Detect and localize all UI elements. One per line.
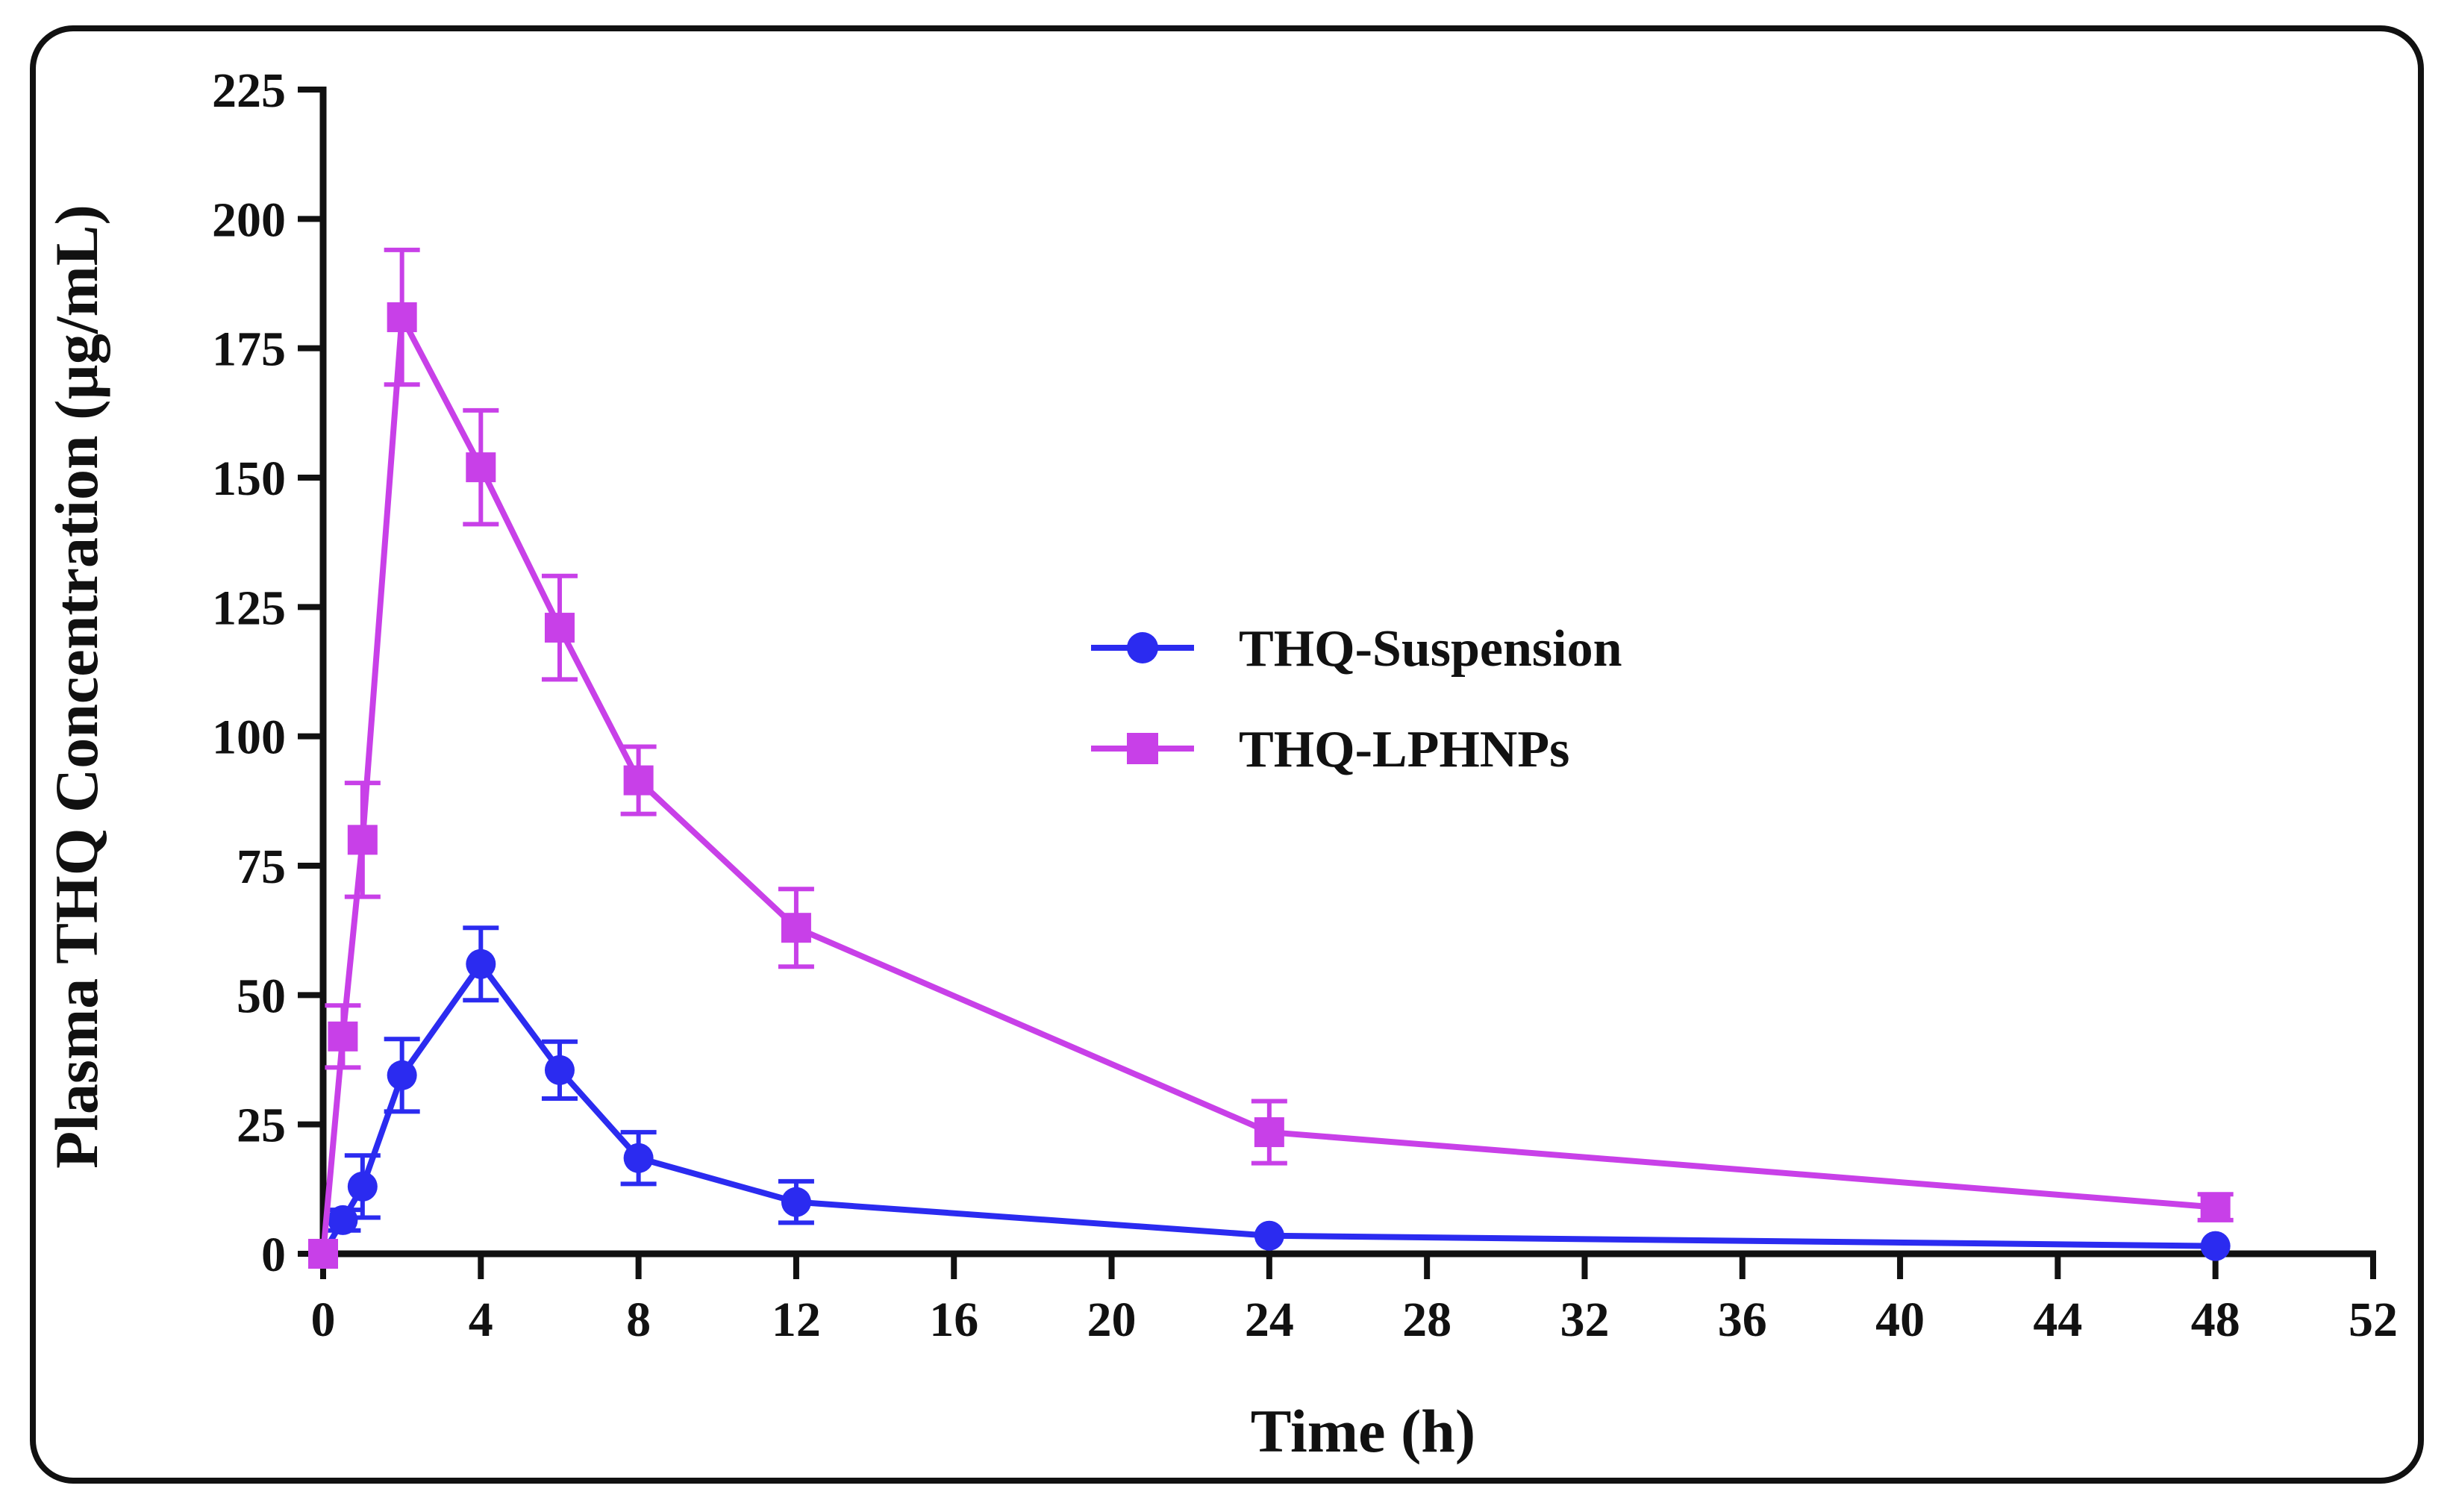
legend-item-lphnps: THQ-LPHNPs: [1091, 721, 1569, 778]
legend-marker-circle: [1127, 632, 1158, 663]
series-line-suspension: [320, 960, 2216, 1256]
legend-label: THQ-LPHNPs: [1239, 721, 1569, 778]
x-tick-label: 16: [929, 1293, 978, 1347]
data-point-lphnps: [466, 452, 496, 483]
y-tick-label: 150: [212, 452, 286, 506]
legend: THQ-Suspension THQ-LPHNPs: [1091, 620, 1622, 778]
y-ticks: 0 25 50 75 100 125 150 175 200 225: [212, 63, 323, 1282]
y-tick-label: 225: [212, 63, 286, 118]
data-point-suspension: [328, 1205, 358, 1235]
y-tick-label: 200: [212, 193, 286, 247]
data-point-suspension: [387, 1060, 417, 1090]
x-tick-label: 4: [469, 1293, 493, 1347]
data-point-lphnps: [544, 613, 575, 643]
y-tick-label: 25: [237, 1099, 286, 1153]
x-tick-label: 36: [1718, 1293, 1767, 1347]
series-suspension: [308, 925, 2231, 1269]
axes: [319, 87, 2376, 1258]
x-tick-label: 8: [626, 1293, 651, 1347]
data-point-suspension: [2200, 1231, 2231, 1261]
x-ticks: 0 4 8 12 16 20 24 28 32 36 40 44 48 52: [311, 1254, 2398, 1347]
plot-series: [308, 247, 2234, 1269]
y-tick-label: 50: [237, 969, 286, 1023]
data-point-suspension: [347, 1171, 378, 1202]
y-axis-title: Plasma THQ Concentration (µg/mL): [43, 204, 110, 1169]
data-point-lphnps: [328, 1021, 358, 1052]
x-tick-label: 48: [2191, 1293, 2240, 1347]
series-lphnps: [308, 247, 2234, 1269]
chart-frame: [30, 25, 2424, 1484]
data-point-suspension: [623, 1143, 654, 1173]
y-tick-label: 75: [237, 840, 286, 894]
data-point-lphnps: [308, 1239, 338, 1269]
y-tick-label: 100: [212, 710, 286, 765]
x-tick-label: 0: [311, 1293, 336, 1347]
x-tick-label: 28: [1402, 1293, 1451, 1347]
data-point-lphnps: [2200, 1192, 2231, 1222]
legend-item-suspension: THQ-Suspension: [1091, 620, 1622, 678]
y-tick-label: 0: [261, 1228, 286, 1282]
data-point-suspension: [466, 949, 496, 979]
data-point-suspension: [544, 1055, 575, 1085]
x-tick-label: 32: [1560, 1293, 1609, 1347]
data-point-lphnps: [781, 913, 811, 943]
data-point-suspension: [781, 1187, 811, 1217]
legend-marker-square: [1127, 733, 1158, 764]
y-tick-label: 175: [212, 322, 286, 377]
data-point-lphnps: [1254, 1117, 1284, 1148]
x-tick-label: 20: [1087, 1293, 1137, 1347]
legend-label: THQ-Suspension: [1239, 620, 1622, 678]
x-axis-title: Time (h): [1251, 1397, 1475, 1465]
x-tick-label: 40: [1875, 1293, 1925, 1347]
series-line-lphnps: [320, 314, 2216, 1255]
x-tick-label: 24: [1245, 1293, 1294, 1347]
x-tick-label: 52: [2349, 1293, 2398, 1347]
x-tick-label: 44: [2033, 1293, 2082, 1347]
data-point-lphnps: [347, 825, 378, 855]
data-point-lphnps: [623, 765, 654, 796]
x-tick-label: 12: [772, 1293, 821, 1347]
data-point-lphnps: [387, 302, 417, 333]
y-tick-label: 125: [212, 581, 286, 635]
data-point-suspension: [1254, 1220, 1284, 1251]
